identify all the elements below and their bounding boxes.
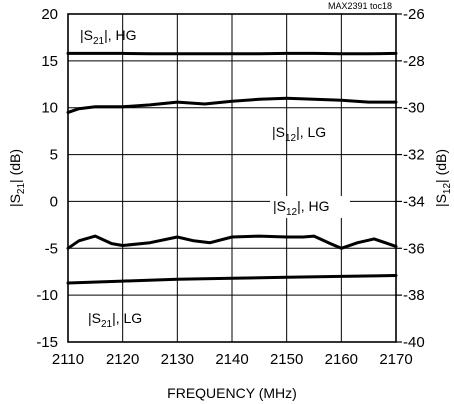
y-right-tick-label: -36: [403, 240, 425, 257]
y-left-tick-label: 0: [50, 193, 58, 210]
y-left-tick-label: 10: [41, 100, 58, 117]
x-tick-label: 2170: [379, 351, 412, 368]
y-right-tick-label: -34: [403, 193, 425, 210]
y-right-tick-label: -32: [403, 147, 425, 164]
annotation-s21-lg: |S21|, LG: [88, 310, 142, 330]
y-right-tick-label: -30: [403, 100, 425, 117]
y-right-tick-label: -28: [403, 53, 425, 70]
series-line-4: [66, 274, 398, 285]
y-left-tick-label: 15: [41, 53, 58, 70]
y-right-tick-label: -26: [403, 6, 425, 23]
series-line-3: [66, 234, 398, 250]
x-axis-title: FREQUENCY (MHz): [167, 385, 297, 401]
y-left-tick-label: -15: [36, 334, 58, 351]
y-left-axis-title: |S21| (dB): [7, 149, 27, 207]
annotation-s21-hg: |S21|, HG: [80, 27, 137, 47]
annotation-s12-lg: |S12|, LG: [272, 124, 326, 144]
annotation-s12-hg: |S12|, HG: [273, 198, 330, 218]
x-tick-label: 2110: [52, 351, 84, 368]
figure-ref: MAX2391 toc18: [328, 1, 392, 11]
y-left-tick-label: 5: [50, 147, 58, 164]
annotation-background: [270, 196, 350, 218]
y-left-tick-label: -5: [45, 240, 58, 257]
x-tick-label: 2160: [325, 351, 358, 368]
y-left-tick-label: 20: [41, 6, 58, 23]
x-tick-label: 2150: [270, 351, 303, 368]
x-tick-label: 2140: [215, 351, 248, 368]
y-right-tick-label: -40: [403, 334, 425, 351]
y-right-tick-label: -38: [403, 287, 425, 304]
x-tick-label: 2120: [106, 351, 139, 368]
x-tick-label: 2130: [161, 351, 194, 368]
y-left-tick-label: -10: [36, 287, 58, 304]
plot-frame: [67, 13, 397, 343]
series-line-2: [66, 96, 398, 114]
y-right-axis-title: |S12| (dB): [433, 149, 453, 207]
